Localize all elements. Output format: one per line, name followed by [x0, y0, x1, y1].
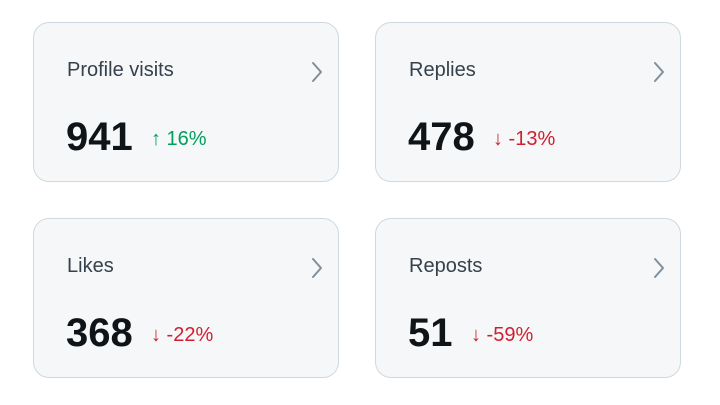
- chevron-path: [654, 258, 664, 278]
- stat-card[interactable]: Likes 368 ↓ -22%: [33, 218, 339, 378]
- chevron-icon: [312, 62, 322, 82]
- stat-label: Profile visits: [67, 59, 174, 81]
- chevron-path: [312, 62, 322, 82]
- stat-label: Likes: [67, 255, 114, 277]
- chevron-icon: [654, 62, 664, 82]
- stat-value: 941: [66, 115, 133, 159]
- chevron-path: [312, 258, 322, 278]
- chevron-path: [654, 62, 664, 82]
- stat-change: ↓ -22%: [151, 324, 214, 346]
- chevron-icon: [312, 258, 322, 278]
- chevron-icon: [654, 258, 664, 278]
- stat-card[interactable]: Replies 478 ↓ -13%: [375, 22, 681, 182]
- stat-change: ↑ 16%: [151, 128, 207, 150]
- stat-value: 478: [408, 115, 475, 159]
- stat-label: Replies: [409, 59, 476, 81]
- stat-change: ↓ -13%: [493, 128, 556, 150]
- stat-card[interactable]: Profile visits 941 ↑ 16%: [33, 22, 339, 182]
- stat-change: ↓ -59%: [471, 324, 534, 346]
- stat-label: Reposts: [409, 255, 483, 277]
- stat-value: 51: [408, 311, 453, 355]
- stat-card[interactable]: Reposts 51 ↓ -59%: [375, 218, 681, 378]
- stat-value: 368: [66, 311, 133, 355]
